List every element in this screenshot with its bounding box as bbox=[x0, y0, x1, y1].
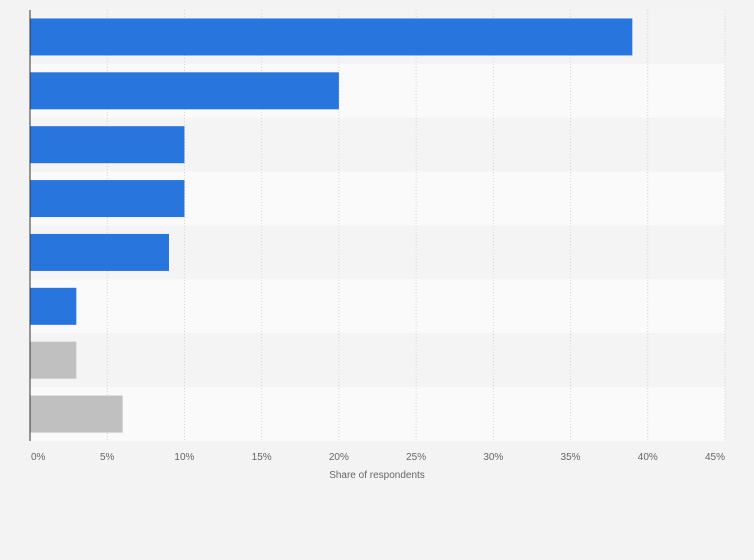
x-tick-label: 30% bbox=[483, 452, 503, 463]
x-tick-label: 35% bbox=[561, 452, 581, 463]
x-tick-labels: 0% 5% 10% 15% 20% 25% 30% 35% 40% 45% bbox=[31, 452, 725, 463]
x-tick-label: 45% bbox=[705, 452, 725, 463]
bar-3[interactable] bbox=[30, 126, 185, 164]
bar-7[interactable] bbox=[30, 341, 77, 379]
x-tick-label: 15% bbox=[252, 452, 272, 463]
x-tick-label: 5% bbox=[100, 452, 115, 463]
bars bbox=[30, 18, 633, 433]
row-band bbox=[30, 279, 725, 334]
x-tick-label: 25% bbox=[406, 452, 426, 463]
bar-4[interactable] bbox=[30, 180, 185, 218]
row-band bbox=[30, 387, 725, 441]
bar-1[interactable] bbox=[30, 18, 633, 56]
x-tick-label: 0% bbox=[31, 452, 46, 463]
x-tick-label: 20% bbox=[329, 452, 349, 463]
bar-8[interactable] bbox=[30, 395, 123, 433]
bar-6[interactable] bbox=[30, 287, 77, 325]
row-band bbox=[30, 333, 725, 388]
x-tick-label: 40% bbox=[638, 452, 658, 463]
bar-5[interactable] bbox=[30, 233, 169, 271]
x-axis-label: Share of respondents bbox=[329, 470, 425, 481]
x-tick-label: 10% bbox=[174, 452, 194, 463]
bar-2[interactable] bbox=[30, 72, 339, 110]
